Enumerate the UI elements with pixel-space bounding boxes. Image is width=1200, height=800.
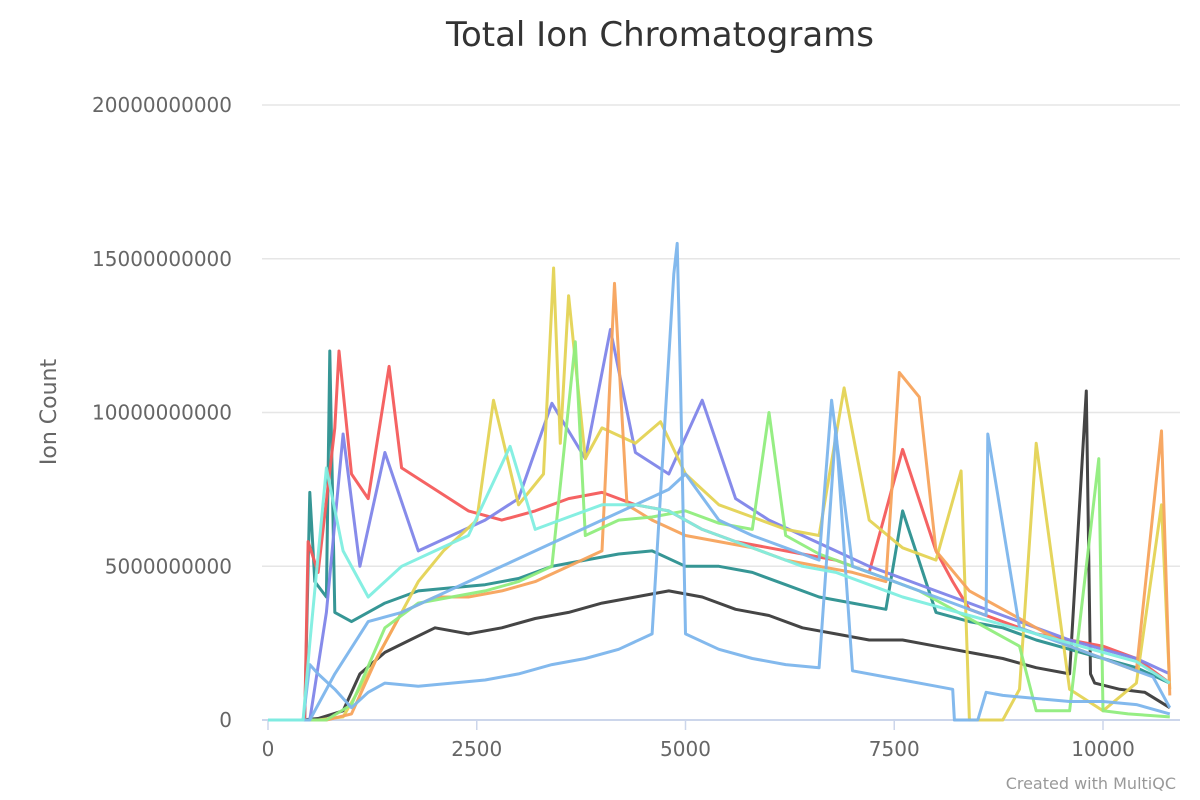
y-tick-label: 0 — [219, 708, 232, 732]
series-line-10[interactable] — [268, 444, 1171, 722]
x-tick-label: 2500 — [451, 737, 502, 761]
series-line-8[interactable] — [268, 241, 1171, 722]
series-line-4[interactable] — [268, 328, 1171, 722]
gridlines — [262, 104, 1180, 721]
x-axis-ticks: 0 2500 5000 7500 10000 — [262, 720, 1135, 761]
chart-title: Total Ion Chromatograms — [445, 15, 874, 55]
series-line-5[interactable] — [268, 266, 1172, 722]
y-tick-label: 5000000000 — [105, 554, 232, 578]
y-tick-label: 15000000000 — [92, 247, 232, 271]
y-axis-ticks: 0 5000000000 10000000000 15000000000 2000000… — [92, 93, 232, 732]
x-tick-label: 5000 — [660, 737, 711, 761]
x-tick-label: 10000 — [1071, 737, 1135, 761]
y-tick-label: 10000000000 — [92, 401, 232, 425]
series-lines — [268, 241, 1172, 722]
x-tick-label: 0 — [262, 737, 275, 761]
series-line-6[interactable] — [268, 281, 1172, 722]
series-line-2[interactable] — [268, 349, 1171, 722]
y-axis-label: Ion Count — [37, 359, 62, 466]
multiqc-credit[interactable]: Created with MultiQC — [1006, 774, 1176, 793]
y-tick-label: 20000000000 — [92, 93, 232, 117]
x-tick-label: 7500 — [869, 737, 920, 761]
series-line-1[interactable] — [268, 389, 1171, 722]
series-line-7[interactable] — [268, 340, 1170, 722]
